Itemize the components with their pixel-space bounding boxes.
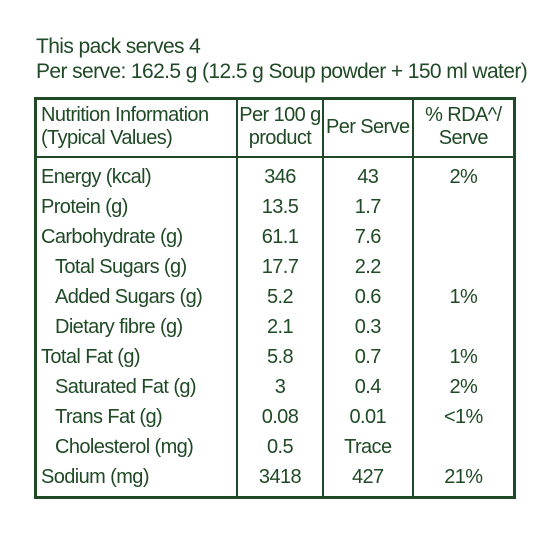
nutrient-name: Dietary fibre (g) bbox=[34, 312, 239, 342]
header-c4-line2: Serve bbox=[438, 127, 489, 149]
per-100g-value: 5.8 bbox=[236, 342, 324, 372]
rda-value bbox=[411, 252, 516, 282]
per-100g-value: 346 bbox=[236, 157, 324, 192]
header-c1-line2: (Typical Values) bbox=[41, 127, 173, 149]
table-row: Total Sugars (g) 17.7 2.2 bbox=[34, 252, 516, 282]
header-c2-line1: Per 100 g bbox=[239, 104, 321, 126]
serving-info: This pack serves 4 Per serve: 162.5 g (1… bbox=[36, 34, 528, 84]
nutrient-name: Carbohydrate (g) bbox=[34, 222, 239, 252]
header-per-100g: Per 100 g product bbox=[236, 98, 324, 158]
table-row: Protein (g) 13.5 1.7 bbox=[34, 192, 516, 222]
per-100g-value: 3 bbox=[236, 372, 324, 402]
rda-value bbox=[411, 312, 516, 342]
nutrient-name: Added Sugars (g) bbox=[34, 282, 239, 312]
per-serve-value: 427 bbox=[321, 462, 414, 498]
rda-value: 2% bbox=[411, 372, 516, 402]
table-row: Carbohydrate (g) 61.1 7.6 bbox=[34, 222, 516, 252]
per-serve-text: Per serve: 162.5 g (12.5 g Soup powder +… bbox=[36, 60, 528, 83]
table-row: Saturated Fat (g) 3 0.4 2% bbox=[34, 372, 516, 402]
table-row: Dietary fibre (g) 2.1 0.3 bbox=[34, 312, 516, 342]
rda-value: 2% bbox=[411, 157, 516, 192]
nutrient-name: Cholesterol (mg) bbox=[34, 432, 239, 462]
per-100g-value: 0.5 bbox=[236, 432, 324, 462]
per-100g-value: 2.1 bbox=[236, 312, 324, 342]
per-100g-value: 13.5 bbox=[236, 192, 324, 222]
nutrient-name: Saturated Fat (g) bbox=[34, 372, 239, 402]
serves-text: This pack serves 4 bbox=[36, 35, 201, 58]
table-row: Energy (kcal) 346 43 2% bbox=[34, 157, 516, 192]
per-serve-value: 0.6 bbox=[321, 282, 414, 312]
per-serve-value: 0.3 bbox=[321, 312, 414, 342]
per-serve-value: 0.7 bbox=[321, 342, 414, 372]
header-c2-line2: product bbox=[248, 127, 312, 149]
table-row: Cholesterol (mg) 0.5 Trace bbox=[34, 432, 516, 462]
nutrient-name: Sodium (mg) bbox=[34, 462, 239, 498]
nutrition-table: Nutrition Information (Typical Values) P… bbox=[34, 97, 516, 499]
table-header-row: Nutrition Information (Typical Values) P… bbox=[34, 98, 516, 158]
per-100g-value: 61.1 bbox=[236, 222, 324, 252]
rda-value: <1% bbox=[411, 402, 516, 432]
per-100g-value: 5.2 bbox=[236, 282, 324, 312]
nutrient-name: Total Sugars (g) bbox=[34, 252, 239, 282]
nutrient-name: Protein (g) bbox=[34, 192, 239, 222]
per-serve-value: 2.2 bbox=[321, 252, 414, 282]
header-rda: % RDA^/ Serve bbox=[411, 98, 516, 158]
nutrient-name: Trans Fat (g) bbox=[34, 402, 239, 432]
per-serve-value: 7.6 bbox=[321, 222, 414, 252]
table-row: Trans Fat (g) 0.08 0.01 <1% bbox=[34, 402, 516, 432]
per-100g-value: 3418 bbox=[236, 462, 324, 498]
rda-value bbox=[411, 432, 516, 462]
per-100g-value: 17.7 bbox=[236, 252, 324, 282]
nutrient-name: Energy (kcal) bbox=[34, 157, 239, 192]
per-serve-value: Trace bbox=[321, 432, 414, 462]
nutrient-name: Total Fat (g) bbox=[34, 342, 239, 372]
rda-value: 1% bbox=[411, 282, 516, 312]
per-serve-value: 0.01 bbox=[321, 402, 414, 432]
table-row: Sodium (mg) 3418 427 21% bbox=[34, 462, 516, 498]
rda-value: 1% bbox=[411, 342, 516, 372]
rda-value bbox=[411, 192, 516, 222]
header-nutrition-information: Nutrition Information (Typical Values) bbox=[34, 98, 239, 158]
rda-value bbox=[411, 222, 516, 252]
header-c4-line1: % RDA^/ bbox=[425, 104, 502, 126]
header-c3: Per Serve bbox=[326, 115, 410, 138]
table-row: Added Sugars (g) 5.2 0.6 1% bbox=[34, 282, 516, 312]
rda-value: 21% bbox=[411, 462, 516, 498]
table-row: Total Fat (g) 5.8 0.7 1% bbox=[34, 342, 516, 372]
per-serve-value: 1.7 bbox=[321, 192, 414, 222]
per-100g-value: 0.08 bbox=[236, 402, 324, 432]
header-per-serve: Per Serve bbox=[321, 98, 414, 158]
per-serve-value: 0.4 bbox=[321, 372, 414, 402]
header-c1-line1: Nutrition Information bbox=[41, 104, 209, 126]
per-serve-value: 43 bbox=[321, 157, 414, 192]
